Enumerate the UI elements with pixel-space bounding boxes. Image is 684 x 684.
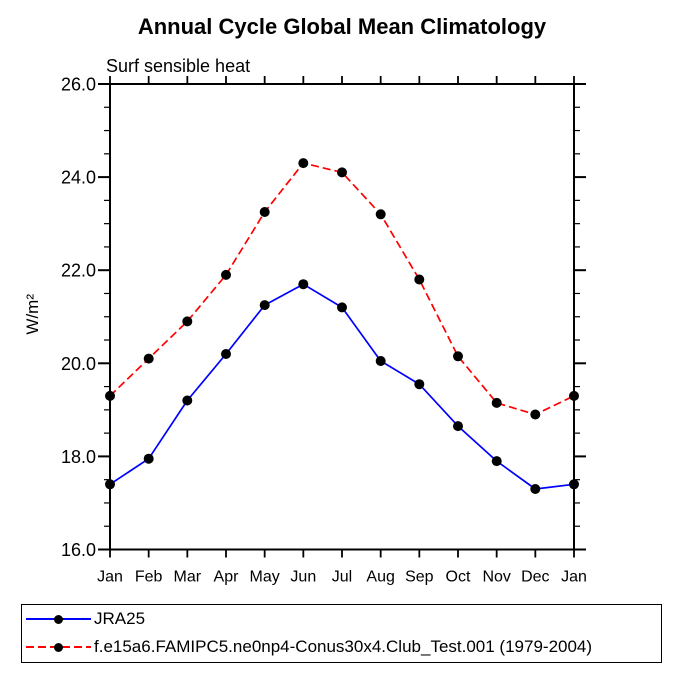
data-point-s0-1: [143, 453, 154, 464]
legend-marker-dot: [54, 614, 63, 624]
legend-item-model: f.e15a6.FAMIPC5.ne0np4-Conus30x4.Club_Te…: [22, 633, 661, 661]
x-tick-label: May: [250, 569, 280, 586]
series-line-0: [109, 283, 575, 490]
chart-title: Annual Cycle Global Mean Climatology: [137, 14, 547, 39]
data-point-s0-0: [105, 479, 115, 490]
x-tick-label: Oct: [446, 569, 471, 586]
data-point-s1-2: [182, 316, 193, 327]
x-tick-label: Aug: [366, 569, 394, 586]
data-point-s1-10: [491, 397, 502, 408]
legend-label-jra25: JRA25: [94, 609, 146, 628]
data-point-s1-3: [221, 269, 231, 280]
x-tick-label: Jan: [561, 569, 587, 586]
data-point-s0-11: [530, 484, 541, 494]
data-point-s0-7: [375, 356, 386, 366]
data-point-s0-10: [491, 456, 502, 467]
data-point-s1-1: [143, 353, 154, 364]
data-point-s0-9: [453, 421, 463, 432]
data-point-s0-8: [414, 379, 425, 390]
data-point-s1-4: [259, 207, 270, 217]
legend: JRA25 f.e15a6.FAMIPC5.ne0np4-Conus30x4.C…: [21, 604, 662, 663]
data-point-s0-2: [182, 395, 193, 406]
data-point-s1-0: [105, 390, 115, 401]
y-tick-label: 26.0: [61, 75, 96, 95]
chart-subtitle: Surf sensible heat: [106, 56, 251, 76]
data-point-s0-4: [259, 300, 270, 311]
data-point-s1-6: [337, 167, 347, 178]
legend-marker-dot: [54, 642, 63, 652]
x-tick-label: Feb: [135, 569, 163, 586]
y-tick-label: 16.0: [61, 540, 96, 560]
x-tick-label: Dec: [521, 569, 549, 586]
plot-frame: [109, 83, 575, 551]
legend-item-jra25: JRA25: [22, 605, 661, 633]
series-line-1: [109, 162, 575, 416]
y-tick-label: 18.0: [61, 447, 96, 467]
legend-line-sample-dashed: [26, 642, 91, 652]
x-tick-label: Jan: [97, 569, 123, 586]
x-tick-label: Jun: [290, 569, 316, 586]
y-tick-label: 22.0: [61, 261, 96, 281]
data-point-s0-3: [221, 349, 231, 359]
y-tick-label: 20.0: [61, 354, 96, 374]
x-tick-label: Mar: [174, 569, 202, 586]
data-point-s1-8: [414, 274, 425, 285]
data-point-s1-5: [298, 158, 309, 169]
data-point-s0-12: [569, 479, 579, 490]
legend-line-sample-solid: [26, 614, 91, 624]
x-tick-label: Sep: [405, 569, 434, 586]
x-tick-label: Apr: [214, 569, 240, 586]
x-tick-label: Nov: [482, 569, 510, 586]
data-point-s0-5: [298, 279, 309, 290]
legend-label-model: f.e15a6.FAMIPC5.ne0np4-Conus30x4.Club_Te…: [94, 637, 593, 656]
data-point-s1-12: [569, 390, 579, 401]
data-point-s0-6: [337, 302, 347, 313]
x-tick-label: Jul: [332, 569, 352, 586]
data-point-s1-7: [375, 209, 386, 220]
data-point-s1-11: [530, 409, 541, 420]
y-tick-label: 24.0: [61, 168, 96, 188]
data-point-s1-9: [453, 351, 463, 362]
